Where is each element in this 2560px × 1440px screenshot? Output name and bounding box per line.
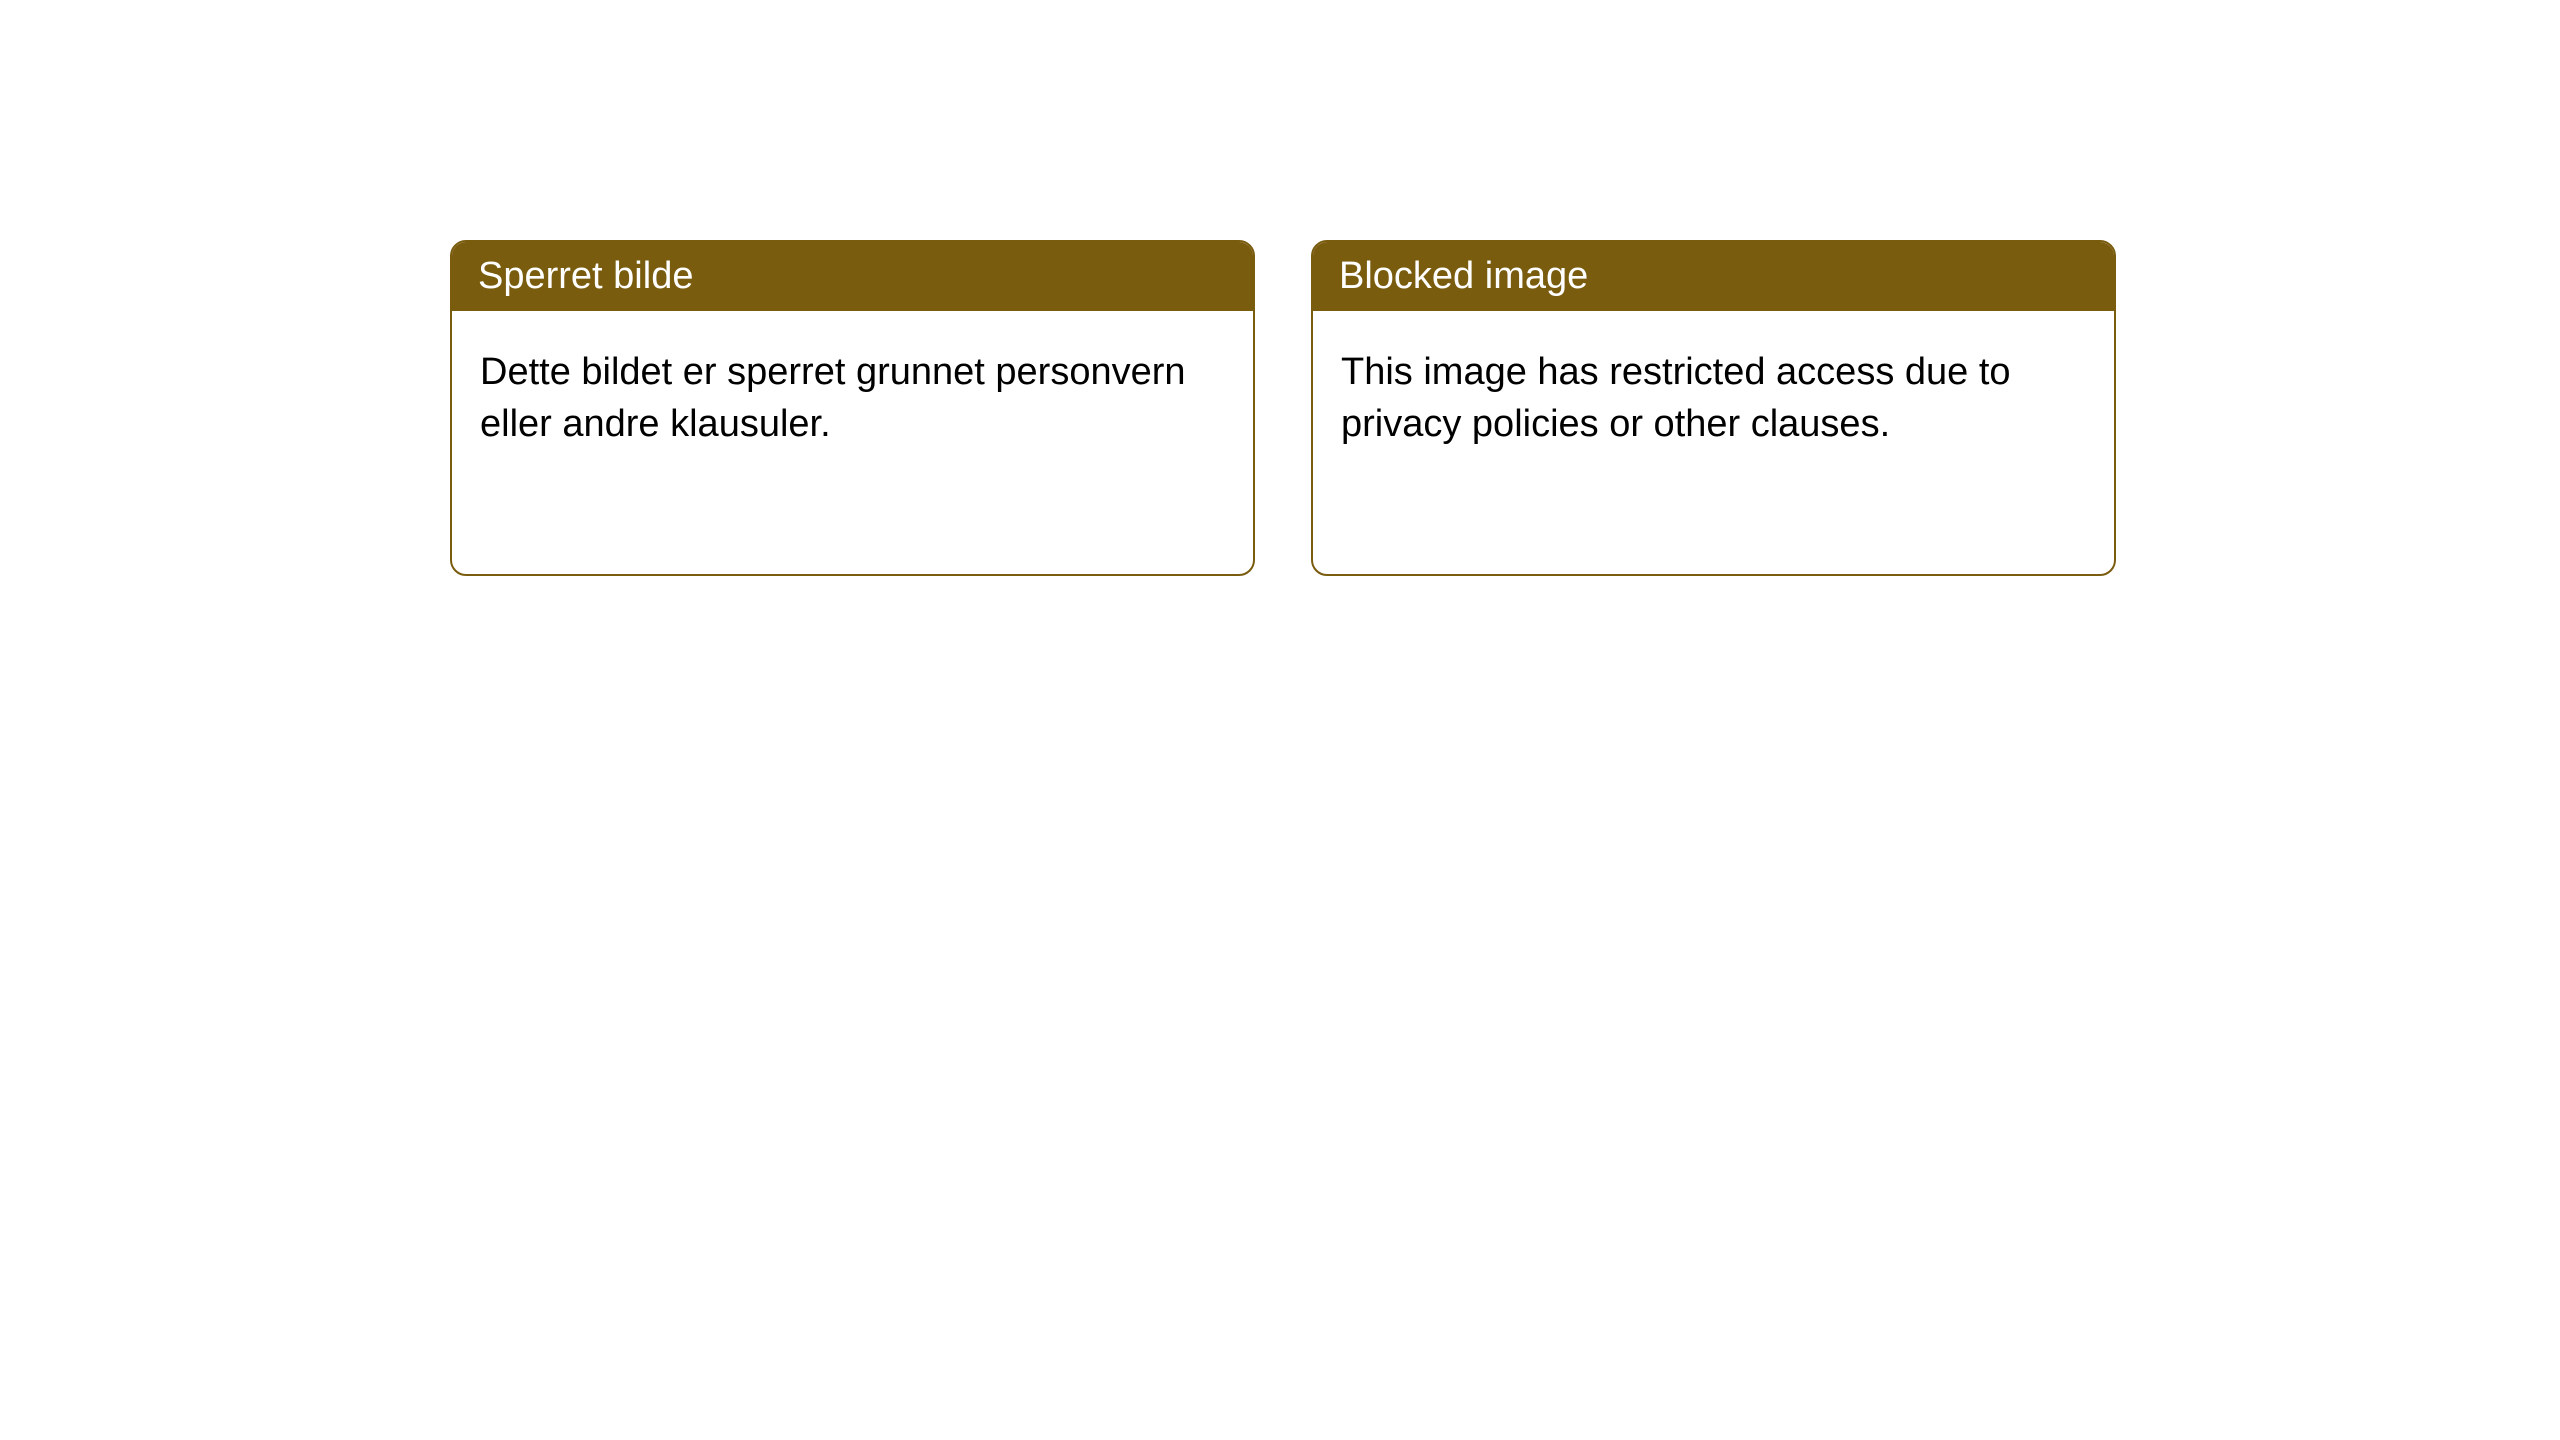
card-norwegian: Sperret bilde Dette bildet er sperret gr… xyxy=(450,240,1255,576)
card-container: Sperret bilde Dette bildet er sperret gr… xyxy=(0,0,2560,576)
card-body-norwegian: Dette bildet er sperret grunnet personve… xyxy=(452,311,1253,486)
card-title-norwegian: Sperret bilde xyxy=(452,242,1253,311)
card-body-english: This image has restricted access due to … xyxy=(1313,311,2114,486)
card-english: Blocked image This image has restricted … xyxy=(1311,240,2116,576)
card-title-english: Blocked image xyxy=(1313,242,2114,311)
